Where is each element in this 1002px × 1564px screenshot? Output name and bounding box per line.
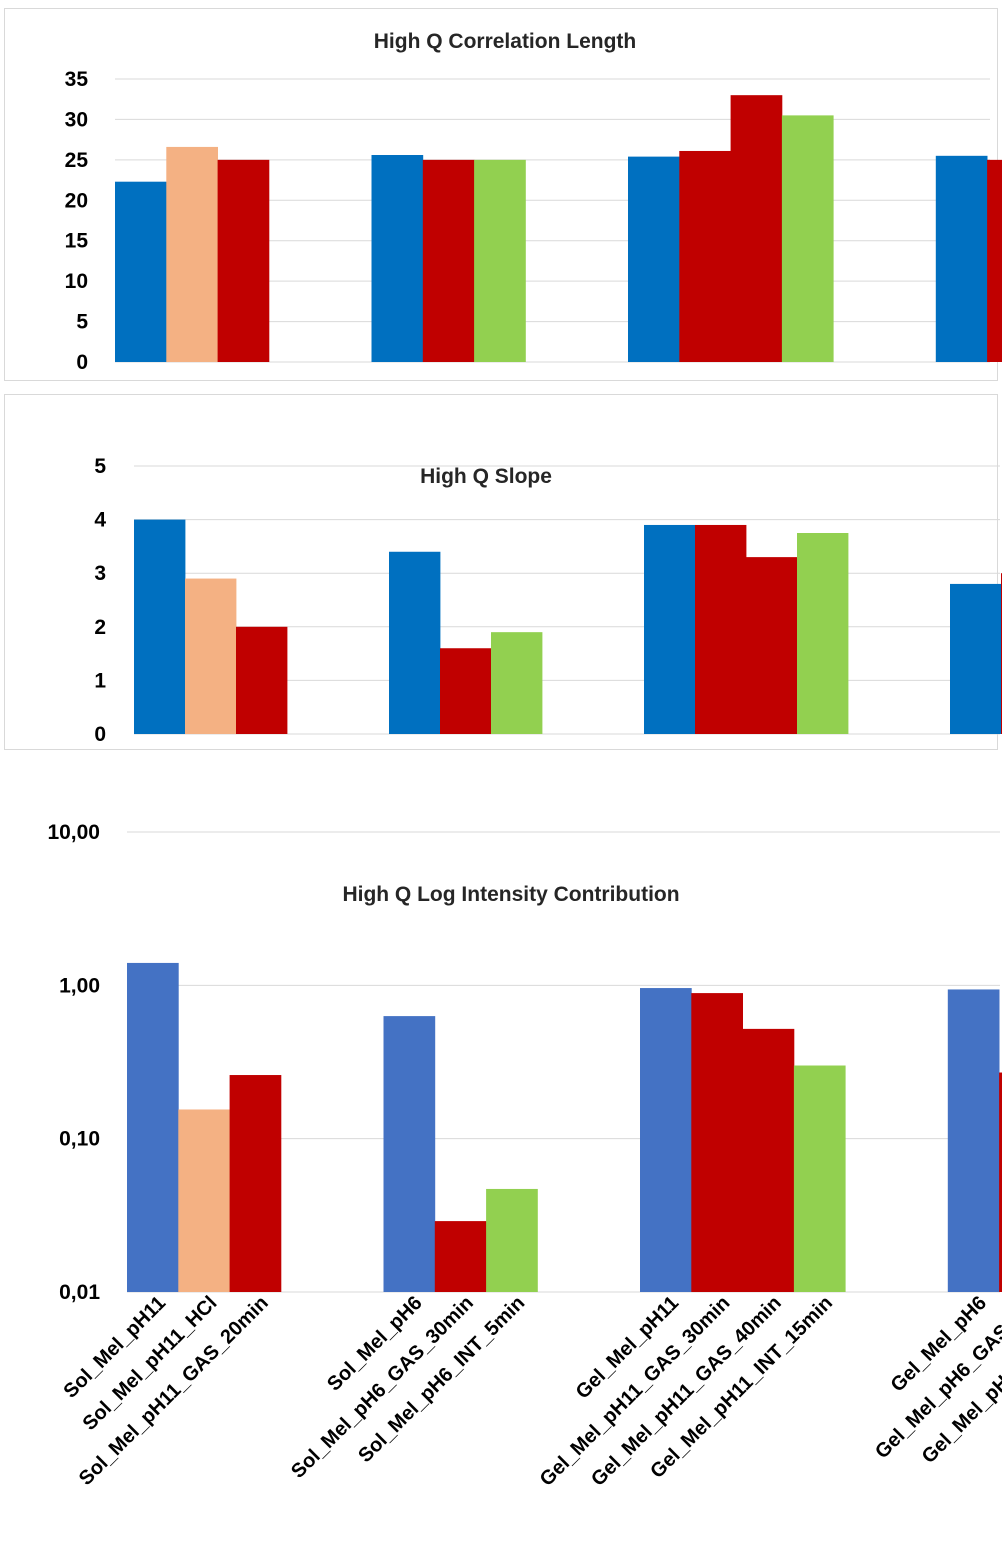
bar: [134, 519, 186, 734]
bar: [935, 155, 988, 362]
y-tick-label: 10,00: [47, 821, 100, 844]
y-tick-label: 1,00: [59, 974, 100, 997]
bar: [691, 993, 743, 1292]
y-tick-label: 0: [76, 351, 88, 374]
bar: [947, 989, 1000, 1292]
y-tick-label: 30: [65, 108, 88, 131]
y-tick-label: 0,10: [59, 1128, 100, 1151]
bar: [781, 115, 834, 362]
category-label: Sol_Mel_pH11_GAS_20min: [75, 1292, 273, 1490]
bar: [730, 95, 783, 363]
y-tick-label: 2: [94, 616, 106, 639]
y-tick-label: 10: [65, 270, 88, 293]
bar: [217, 159, 270, 362]
category-label: Gel_Mel_pH11_GAS_40min: [587, 1292, 786, 1491]
y-tick-label: 5: [76, 311, 88, 334]
y-tick-label: 3: [94, 562, 106, 585]
bar: [115, 181, 167, 362]
bar: [640, 988, 692, 1292]
y-tick-label: 4: [94, 509, 106, 532]
bar: [746, 557, 798, 734]
chart-3-title: High Q Log Intensity Contribution: [342, 883, 679, 906]
bar: [999, 1072, 1002, 1292]
bar: [695, 524, 747, 734]
bar: [644, 524, 696, 734]
bar: [987, 159, 1002, 362]
bar: [166, 146, 218, 362]
y-tick-label: 0: [94, 723, 106, 746]
y-tick-label: 1: [94, 669, 106, 692]
bar: [127, 962, 179, 1292]
y-tick-label: 5: [94, 455, 106, 478]
bar: [486, 1188, 538, 1292]
chart-2-title: High Q Slope: [420, 465, 552, 488]
bar: [793, 1065, 846, 1292]
chart-1-correlation-length: High Q Correlation Length 0 5 10 15 20 25 30 35: [65, 30, 1002, 374]
y-tick-label: 20: [65, 189, 88, 212]
bar: [178, 1109, 230, 1292]
y-tick-label: 0,01: [59, 1281, 100, 1304]
bar: [185, 578, 237, 734]
bar: [383, 1016, 436, 1292]
bar: [679, 150, 731, 362]
bar: [440, 648, 492, 734]
bar: [628, 156, 680, 362]
chart-3-log-intensity: High Q Log Intensity Contribution 0,01 0,…: [47, 821, 1002, 1491]
bar: [229, 1075, 282, 1292]
bar: [371, 155, 424, 362]
y-tick-label: 35: [65, 68, 89, 91]
bar: [797, 533, 849, 734]
category-label: Gel_Mel_pH11_GAS_30min: [536, 1292, 735, 1491]
bar: [491, 632, 543, 734]
y-tick-label: 15: [65, 230, 89, 253]
bar: [422, 159, 475, 362]
bar: [950, 583, 1002, 734]
bar: [434, 1221, 487, 1292]
bar: [236, 626, 288, 734]
bar: [474, 159, 526, 362]
chart-2-slope: High Q Slope 0 1 2 3 4 5: [94, 455, 1002, 746]
y-tick-label: 25: [65, 149, 89, 172]
bar: [389, 551, 441, 734]
chart-1-title: High Q Correlation Length: [374, 30, 637, 53]
bar: [742, 1028, 795, 1292]
